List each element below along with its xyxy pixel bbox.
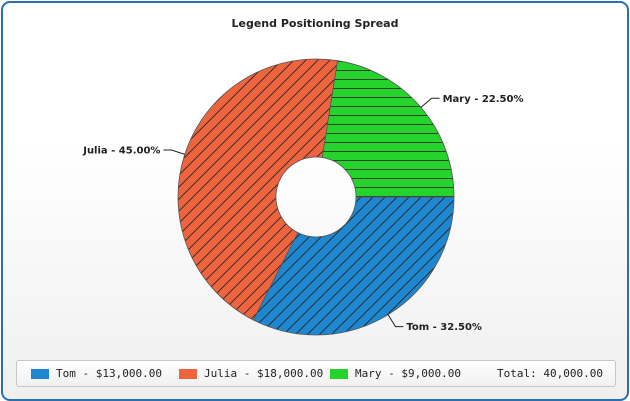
- slice-hatch-julia: [177, 58, 339, 321]
- slice-label-julia: Julia - 45.00%: [82, 146, 160, 157]
- legend-swatch-mary: [330, 368, 348, 379]
- slice-hatch-tom: [252, 196, 455, 336]
- legend-item-julia: Julia - $18,000.00: [179, 361, 323, 386]
- legend-label-mary: Mary - $9,000.00: [355, 367, 461, 380]
- legend-label-tom: Tom - $13,000.00: [56, 367, 162, 380]
- legend-item-mary: Mary - $9,000.00: [330, 361, 461, 386]
- legend-total: Total: 40,000.00: [497, 367, 603, 380]
- chart-legend: Tom - $13,000.00 Julia - $18,000.00 Mary…: [16, 360, 616, 387]
- legend-swatch-tom: [31, 368, 49, 379]
- slice-hatch-mary: [321, 60, 455, 198]
- connector-mary: [420, 97, 440, 108]
- donut-chart: Tom - 32.50% Julia - 45.00% Mary - 22.50%: [82, 58, 524, 336]
- legend-item-tom: Tom - $13,000.00: [31, 361, 162, 386]
- slice-label-mary: Mary - 22.50%: [443, 94, 524, 105]
- connector-tom: [387, 314, 404, 328]
- legend-swatch-julia: [179, 368, 197, 379]
- legend-label-julia: Julia - $18,000.00: [204, 367, 324, 380]
- connector-julia: [163, 149, 185, 155]
- slice-label-tom: Tom - 32.50%: [406, 322, 482, 333]
- chart-title: Legend Positioning Spread: [231, 17, 399, 30]
